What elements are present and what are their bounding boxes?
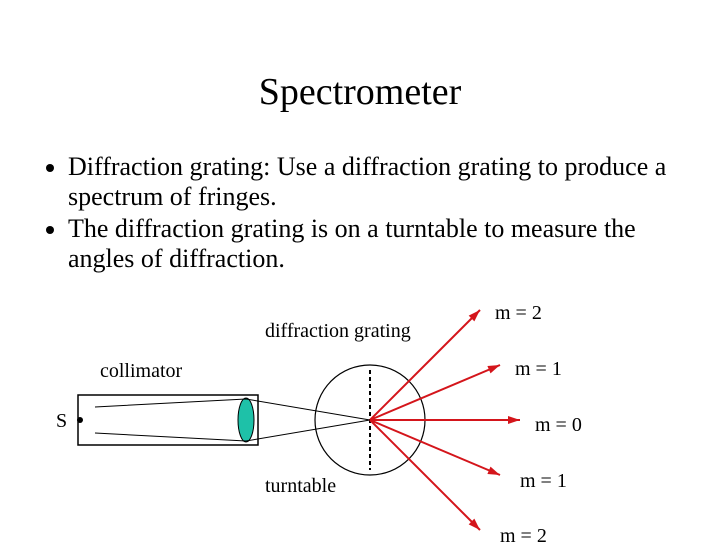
order-label: m = 2 bbox=[500, 525, 547, 548]
collimator-label: collimator bbox=[100, 360, 182, 383]
bullet-item: The diffraction grating is on a turntabl… bbox=[68, 214, 680, 274]
order-label: m = 1 bbox=[515, 358, 562, 381]
order-label: m = 2 bbox=[495, 302, 542, 325]
source-label: S bbox=[56, 410, 67, 433]
bullet-item: Diffraction grating: Use a diffraction g… bbox=[68, 152, 680, 212]
grating-label: diffraction grating bbox=[265, 320, 411, 343]
bullet-list: Diffraction grating: Use a diffraction g… bbox=[40, 150, 680, 276]
spectrometer-diagram: S collimator diffraction grating turntab… bbox=[0, 280, 720, 540]
turntable-label: turntable bbox=[265, 475, 336, 498]
order-label: m = 0 bbox=[535, 414, 582, 437]
order-label: m = 1 bbox=[520, 470, 567, 493]
slide-title: Spectrometer bbox=[0, 70, 720, 114]
